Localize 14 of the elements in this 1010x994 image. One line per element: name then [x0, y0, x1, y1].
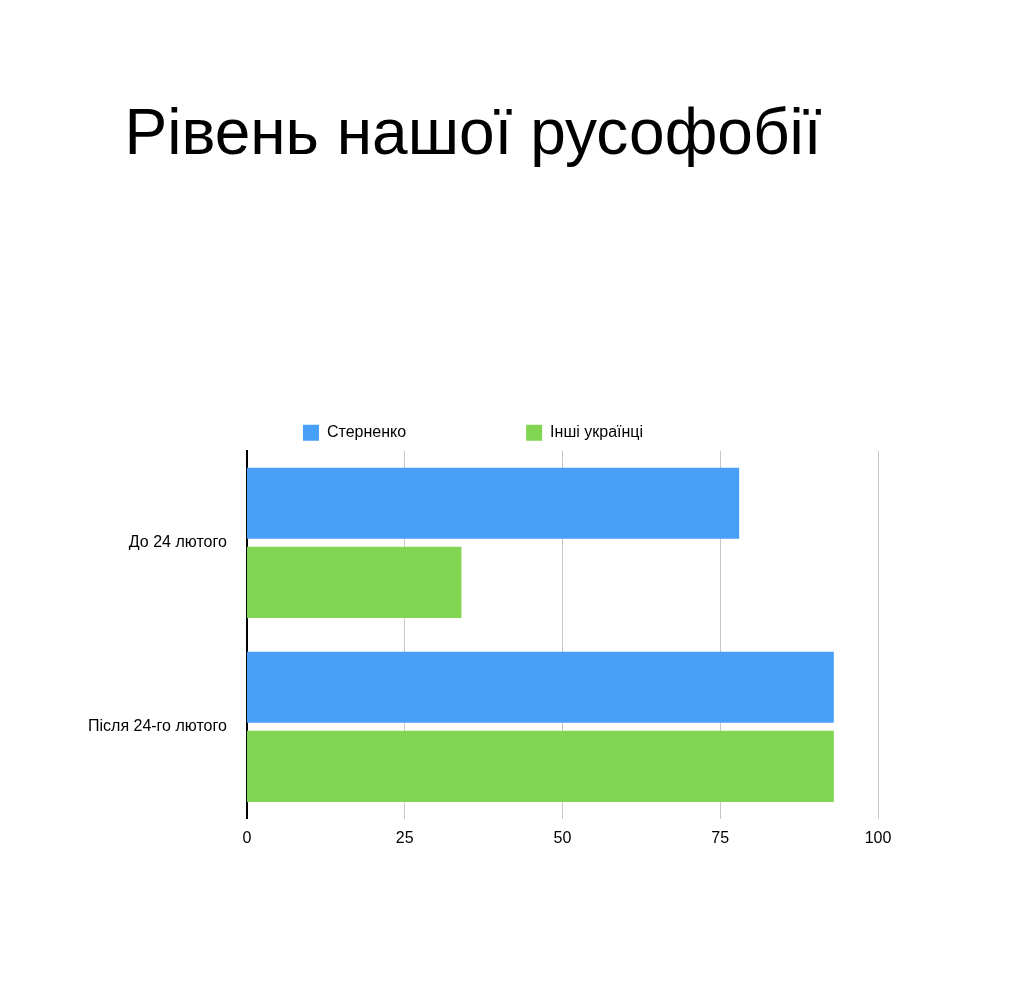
x-tick-label: 100: [864, 828, 892, 846]
x-tick-label: 25: [395, 828, 414, 846]
x-tick-label: 50: [553, 828, 572, 846]
bar: [246, 467, 740, 539]
bar: [246, 651, 834, 723]
legend-label: Стерненко: [326, 423, 407, 441]
legend-label: Інші українці: [550, 423, 644, 441]
bar: [246, 730, 834, 802]
chart-title: Рівень нашої русофобії: [124, 96, 822, 169]
x-tick-label: 75: [711, 828, 730, 846]
x-tick-label: 0: [242, 828, 252, 846]
bar: [246, 546, 462, 618]
y-tick-label: До 24 лютого: [128, 533, 227, 551]
y-tick-label: Після 24-го лютого: [87, 717, 227, 735]
